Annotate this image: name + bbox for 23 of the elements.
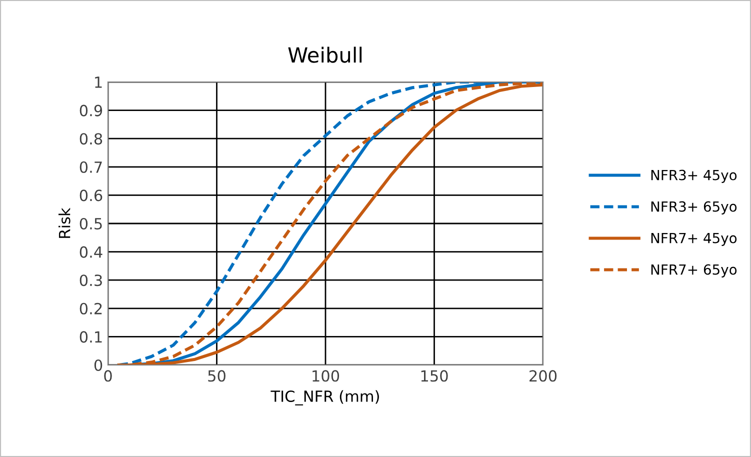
chart-title: Weibull xyxy=(288,46,362,63)
y-tick-label: 0.8 xyxy=(80,133,102,145)
legend-label: NFR7+ 45yo xyxy=(651,232,737,246)
legend-label: NFR3+ 45yo xyxy=(651,170,737,183)
y-tick-label: 0 xyxy=(94,359,102,372)
y-tick-label: 0.9 xyxy=(80,104,102,116)
y-tick-label: 0.3 xyxy=(80,274,102,286)
x-tick-label: 150 xyxy=(421,370,448,382)
y-tick-label: 0.5 xyxy=(80,218,102,230)
y-tick-label: 0.6 xyxy=(80,190,102,202)
y-tick-label: 0.7 xyxy=(80,161,102,173)
x-tick-label: 100 xyxy=(312,370,340,382)
x-tick-label: 0 xyxy=(104,370,112,382)
x-tick-label: 200 xyxy=(530,370,557,382)
y-tick-label: 0.1 xyxy=(80,331,102,343)
legend-label: NFR7+ 65yo xyxy=(651,264,737,278)
y-tick-label: 0.2 xyxy=(80,302,102,314)
x-axis-title: TIC_NFR (mm) xyxy=(270,390,379,406)
y-axis-title: Risk xyxy=(58,208,70,238)
y-tick-label: 0.4 xyxy=(80,246,102,258)
legend-label: NFR3+ 65yo xyxy=(651,201,737,214)
y-tick-label: 1 xyxy=(95,76,102,88)
x-tick-label: 50 xyxy=(208,370,226,382)
